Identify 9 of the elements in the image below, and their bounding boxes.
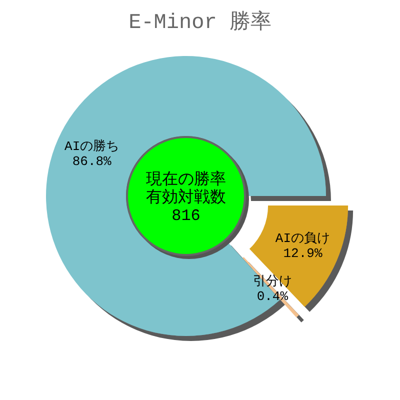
chart-title: E-Minor 勝率 (128, 10, 272, 35)
text: 816 (170, 207, 202, 225)
text: 現在の勝率 (145, 171, 227, 189)
slice-label: AIの負け (275, 231, 330, 246)
slice-label: 引分け (252, 274, 292, 290)
text: 有効対戦数 (145, 189, 227, 207)
slice-label: AIの勝ち (64, 139, 120, 154)
data-label: 12.9% (283, 246, 322, 262)
data-label: 86.8% (72, 154, 112, 170)
